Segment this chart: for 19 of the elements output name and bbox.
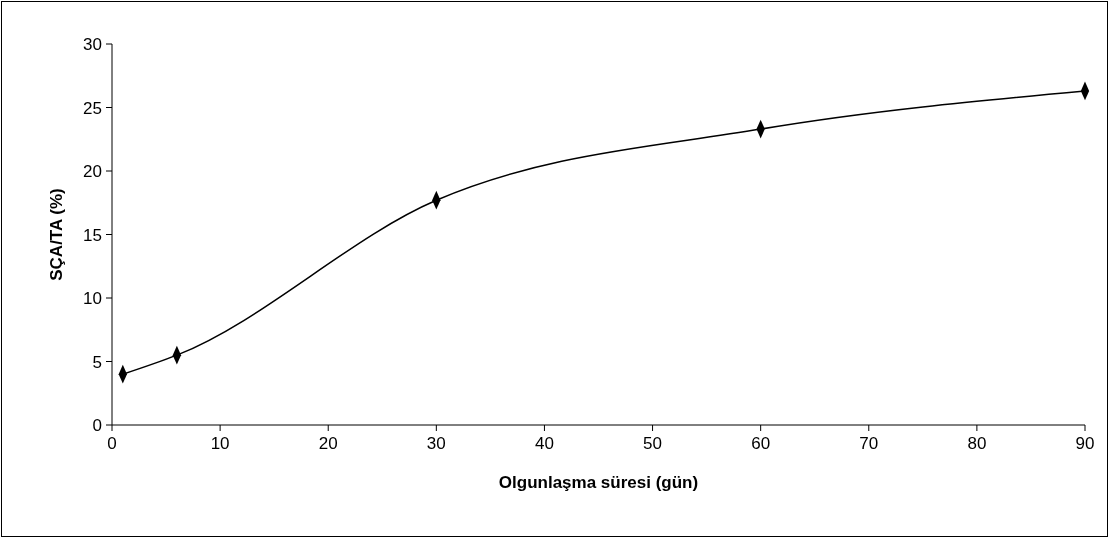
y-tick-label: 5 xyxy=(92,352,102,372)
y-tick-label: 20 xyxy=(83,162,102,181)
x-tick-label: 90 xyxy=(1075,434,1095,453)
y-tick-label: 25 xyxy=(83,98,102,118)
y-tick-label: 15 xyxy=(83,225,102,245)
x-tick-label: 40 xyxy=(534,434,554,453)
y-tick-label: 30 xyxy=(83,35,102,54)
y-tick-label: 10 xyxy=(83,289,102,308)
x-tick-label: 70 xyxy=(859,434,879,453)
x-tick-label: 30 xyxy=(426,434,446,453)
x-tick-label: 50 xyxy=(643,434,663,453)
x-tick-label: 10 xyxy=(210,434,230,453)
x-tick-label: 60 xyxy=(751,434,771,453)
x-axis-title: Olgunlaşma süresi (gün) xyxy=(498,473,699,492)
x-tick-label: 20 xyxy=(318,434,338,453)
x-tick-label: 80 xyxy=(967,434,987,453)
x-tick-label: 0 xyxy=(107,434,117,453)
y-tick-label: 0 xyxy=(92,416,102,435)
y-axis-title: SÇA/TA (%) xyxy=(47,188,66,281)
